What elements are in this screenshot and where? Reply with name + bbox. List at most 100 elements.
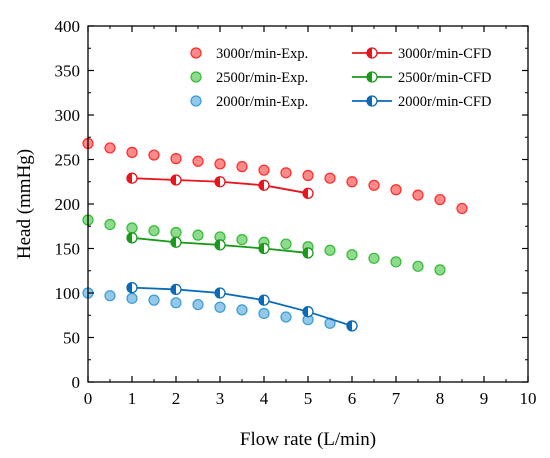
- x-tick-label: 2: [172, 389, 181, 408]
- exp-point: [236, 234, 248, 246]
- exp-point: [170, 153, 182, 165]
- x-tick-label: 9: [480, 389, 489, 408]
- cfd-point: [346, 320, 358, 332]
- exp-point: [412, 189, 424, 201]
- legend-item-exp: 2500r/min-Exp.: [190, 70, 308, 86]
- exp-point: [214, 158, 226, 170]
- exp-point: [280, 167, 292, 179]
- cfd-point-half: [171, 174, 176, 185]
- legend-label: 2500r/min-Exp.: [216, 70, 308, 86]
- series-exp-2: [82, 287, 358, 332]
- cfd-point: [302, 187, 314, 199]
- exp-point: [324, 244, 336, 256]
- x-tick-label: 8: [436, 389, 445, 408]
- exp-point: [170, 297, 182, 309]
- data-layer: [82, 137, 468, 332]
- cfd-point-half: [259, 295, 264, 306]
- cfd-point-half: [367, 96, 372, 106]
- cfd-point-half: [171, 284, 176, 295]
- cfd-point-half: [303, 188, 308, 199]
- exp-point: [192, 229, 204, 241]
- exp-point: [346, 249, 358, 261]
- legend-item-exp: 2000r/min-Exp.: [190, 94, 308, 110]
- y-tick-label: 0: [72, 373, 81, 392]
- exp-point: [236, 304, 248, 316]
- series-cfd-4: [126, 232, 314, 259]
- y-tick-label: 250: [55, 151, 81, 170]
- series-exp-0: [82, 137, 468, 215]
- cfd-point: [126, 232, 138, 244]
- cfd-point-half: [215, 239, 220, 250]
- x-tick-label: 7: [392, 389, 401, 408]
- exp-point: [280, 238, 292, 250]
- cfd-point: [258, 242, 270, 255]
- exp-point: [456, 202, 468, 215]
- cfd-point-half: [215, 176, 220, 187]
- x-tick-label: 1: [128, 389, 137, 408]
- exp-point: [236, 161, 248, 173]
- y-tick-label: 200: [55, 195, 81, 214]
- exp-point: [368, 252, 380, 264]
- cfd-point-half: [303, 306, 308, 317]
- x-tick-label: 10: [520, 389, 537, 408]
- cfd-point: [170, 236, 182, 248]
- exp-point: [390, 184, 402, 196]
- legend-label: 2000r/min-CFD: [398, 94, 491, 110]
- cfd-point-half: [171, 237, 176, 248]
- exp-point: [214, 301, 226, 313]
- cfd-point: [302, 247, 314, 259]
- exp-point: [346, 176, 358, 188]
- exp-point: [148, 149, 160, 161]
- cfd-point-half: [259, 243, 264, 254]
- series-exp-1: [82, 214, 446, 276]
- exp-point: [258, 307, 270, 320]
- legend-item-cfd: 2000r/min-CFD: [352, 94, 491, 110]
- x-tick-label: 6: [348, 389, 357, 408]
- exp-point: [104, 142, 116, 154]
- y-axis-title: Head (mmHg): [14, 149, 35, 259]
- y-tick-label: 50: [63, 329, 80, 348]
- y-tick-label: 150: [55, 240, 81, 259]
- exp-point: [126, 146, 138, 158]
- x-tick-label: 5: [304, 389, 313, 408]
- y-tick-label: 100: [55, 284, 81, 303]
- cfd-point-half: [367, 48, 372, 58]
- exp-point: [280, 311, 292, 323]
- legend: 3000r/min-Exp. 2500r/min-Exp. 2000r/min-Ex…: [190, 46, 491, 110]
- legend-label: 2500r/min-CFD: [398, 70, 491, 86]
- exp-point: [368, 179, 380, 191]
- exp-point: [324, 172, 336, 184]
- x-axis-title: Flow rate (L/min): [240, 429, 376, 450]
- cfd-point: [126, 172, 138, 184]
- cfd-point-half: [127, 282, 132, 293]
- exp-point: [104, 290, 116, 302]
- cfd-point: [214, 239, 226, 251]
- y-tick-label: 300: [55, 106, 81, 125]
- exp-point: [434, 264, 446, 276]
- exp-point: [170, 226, 182, 239]
- legend-item-cfd: 3000r/min-CFD: [352, 46, 491, 62]
- x-tick-label: 3: [216, 389, 225, 408]
- legend-item-exp: 3000r/min-Exp.: [190, 46, 308, 62]
- exp-point: [434, 193, 446, 206]
- cfd-point-half: [302, 247, 308, 258]
- exp-point: [190, 47, 202, 59]
- series-cfd-3: [126, 172, 314, 199]
- exp-point: [104, 218, 116, 231]
- series-cfd-5: [126, 282, 358, 332]
- exp-point: [126, 222, 138, 234]
- cfd-point: [214, 287, 226, 299]
- exp-point: [190, 71, 202, 83]
- legend-item-cfd: 2500r/min-CFD: [352, 70, 491, 86]
- cfd-point: [170, 174, 182, 186]
- cfd-point-half: [367, 72, 372, 82]
- cfd-point-half: [127, 173, 132, 184]
- exp-point: [126, 292, 138, 304]
- x-tick-label: 4: [260, 389, 269, 408]
- cfd-point: [214, 176, 226, 188]
- exp-point: [302, 169, 314, 182]
- cfd-point: [366, 71, 378, 83]
- exp-point: [390, 256, 402, 268]
